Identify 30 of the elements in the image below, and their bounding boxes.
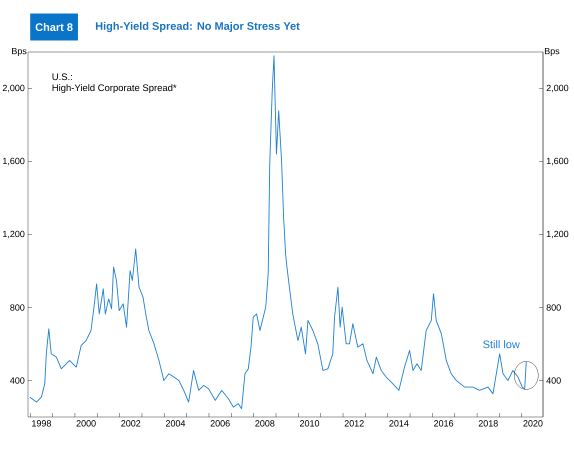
annotation: U.S.: [52,73,72,80]
chart-title: High-Yield Spread: No Major Stress Yet [96,22,300,32]
y-tick-label: 1,200 [3,230,24,238]
annotation: Still low [483,340,520,348]
y2-tick-label: 1,600 [546,158,568,166]
caption: Chart 8 [36,22,73,32]
x-tick-label: 2006 [210,420,230,427]
x-tick-label: 2018 [478,420,498,427]
x-tick-label: 2010 [300,420,320,427]
x-tick-label: 2002 [121,420,140,427]
y-tick-label: 1,600 [3,158,24,166]
x-tick-label: 2016 [434,420,454,427]
y2-tick-label: 2,000 [546,84,568,92]
x-tick-label: 2000 [76,420,96,427]
x-tick-label: 1998 [32,420,51,427]
y2-tick-label: 400 [546,377,561,384]
line-series [29,55,527,410]
x-tick-label: 2014 [389,420,409,427]
y2-tick-label: 800 [546,304,561,311]
x-tick-label: 2020 [523,420,543,427]
x-tick-label: 2008 [255,420,274,427]
y-tick-label: 800 [10,304,24,311]
x-tick-label: 2004 [166,420,186,427]
y-axis-title: Bps [12,48,26,56]
y2-tick-label: 1,200 [546,230,568,238]
annotation: High-Yield Corporate Spread* [52,84,176,93]
y2-axis-title: Bps [544,48,560,56]
x-tick-label: 2012 [344,420,364,427]
y-tick-label: 2,000 [2,84,24,92]
y-tick-label: 400 [10,377,24,384]
